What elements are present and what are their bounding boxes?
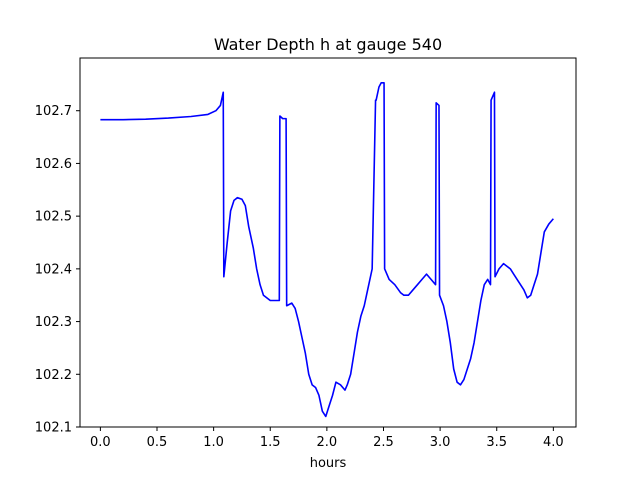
x-tick-label: 3.0 bbox=[430, 435, 451, 450]
plot-frame bbox=[79, 57, 577, 428]
y-tick-label: 102.7 bbox=[35, 104, 72, 119]
x-tick-label: 4.0 bbox=[543, 435, 564, 450]
y-tick-label: 102.4 bbox=[35, 262, 72, 277]
series-line-0 bbox=[100, 81, 554, 418]
x-tick-label: 2.0 bbox=[317, 435, 338, 450]
y-axis: 102.1 102.2 102.3 102.4 102.5 102.6 102.7 bbox=[35, 104, 80, 436]
x-tick-label: 0.5 bbox=[147, 435, 168, 450]
x-tick-label: 2.5 bbox=[373, 435, 394, 450]
chart-title: Water Depth h at gauge 540 bbox=[214, 35, 442, 54]
plot-area bbox=[79, 57, 577, 428]
y-tick-label: 102.3 bbox=[35, 315, 72, 330]
y-tick-label: 102.6 bbox=[35, 157, 72, 172]
x-axis: 0.0 0.5 1.0 1.5 2.0 2.5 3.0 3.5 4.0 bbox=[90, 427, 564, 450]
x-tick-label: 0.0 bbox=[90, 435, 111, 450]
y-tick-label: 102.1 bbox=[35, 421, 72, 436]
x-tick-label: 1.5 bbox=[260, 435, 281, 450]
y-tick-label: 102.5 bbox=[35, 210, 72, 225]
x-tick-label: 3.5 bbox=[486, 435, 507, 450]
x-axis-label: hours bbox=[310, 456, 347, 471]
y-tick-label: 102.2 bbox=[35, 368, 72, 383]
x-tick-label: 1.0 bbox=[203, 435, 224, 450]
